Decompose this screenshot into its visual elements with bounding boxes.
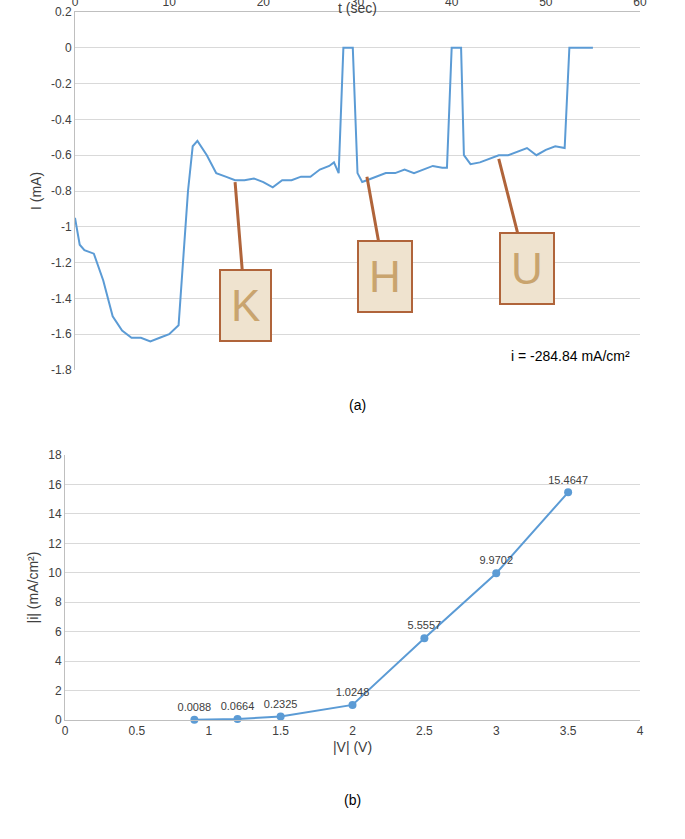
svg-text:i = -284.84 mA/cm²: i = -284.84 mA/cm²: [511, 348, 630, 364]
svg-text:4: 4: [637, 724, 644, 738]
svg-text:3: 3: [493, 724, 500, 738]
svg-text:10: 10: [162, 0, 176, 9]
svg-text:10: 10: [48, 566, 62, 580]
svg-text:-0.8: -0.8: [51, 184, 72, 198]
svg-text:5.5557: 5.5557: [408, 619, 442, 631]
svg-text:60: 60: [633, 0, 647, 9]
svg-text:9.9702: 9.9702: [479, 554, 513, 566]
svg-text:15.4647: 15.4647: [548, 474, 588, 486]
svg-text:18: 18: [48, 448, 62, 462]
svg-text:0.0664: 0.0664: [221, 700, 255, 712]
svg-text:0.0088: 0.0088: [178, 701, 212, 713]
svg-text:-1.6: -1.6: [51, 327, 72, 341]
svg-text:30: 30: [351, 0, 365, 9]
svg-text:0: 0: [72, 0, 79, 9]
svg-text:|V| (V): |V| (V): [333, 739, 372, 755]
svg-text:-1.2: -1.2: [51, 256, 72, 270]
svg-text:U: U: [511, 244, 543, 293]
svg-text:|i| (mA/cm²): |i| (mA/cm²): [25, 552, 41, 624]
svg-text:-1.4: -1.4: [51, 292, 72, 306]
svg-text:0.5: 0.5: [129, 724, 146, 738]
svg-text:-0.2: -0.2: [51, 77, 72, 91]
svg-text:0.2: 0.2: [55, 5, 72, 19]
svg-text:2.5: 2.5: [416, 724, 433, 738]
svg-text:2: 2: [55, 684, 62, 698]
svg-text:1: 1: [205, 724, 212, 738]
svg-text:14: 14: [48, 507, 62, 521]
svg-text:t (sec): t (sec): [338, 0, 377, 16]
svg-text:50: 50: [539, 0, 553, 9]
svg-text:(b): (b): [344, 792, 361, 808]
svg-text:0: 0: [55, 713, 62, 727]
svg-text:-0.4: -0.4: [51, 113, 72, 127]
svg-text:H: H: [369, 252, 401, 301]
svg-text:20: 20: [257, 0, 271, 9]
svg-text:I (mA): I (mA): [28, 172, 44, 210]
svg-text:(a): (a): [349, 397, 366, 413]
svg-text:3.5: 3.5: [560, 724, 577, 738]
svg-text:8: 8: [55, 595, 62, 609]
svg-text:K: K: [231, 281, 260, 330]
svg-text:4: 4: [55, 654, 62, 668]
svg-text:12: 12: [48, 537, 62, 551]
svg-text:-1.8: -1.8: [51, 363, 72, 377]
svg-text:40: 40: [445, 0, 459, 9]
svg-text:2: 2: [349, 724, 356, 738]
svg-text:1.0248: 1.0248: [336, 686, 370, 698]
svg-text:-1: -1: [61, 220, 72, 234]
svg-text:0: 0: [62, 724, 69, 738]
svg-text:-0.6: -0.6: [51, 148, 72, 162]
svg-text:6: 6: [55, 625, 62, 639]
svg-text:16: 16: [48, 478, 62, 492]
svg-text:1.5: 1.5: [272, 724, 289, 738]
svg-text:0: 0: [65, 41, 72, 55]
svg-text:0.2325: 0.2325: [264, 698, 298, 710]
